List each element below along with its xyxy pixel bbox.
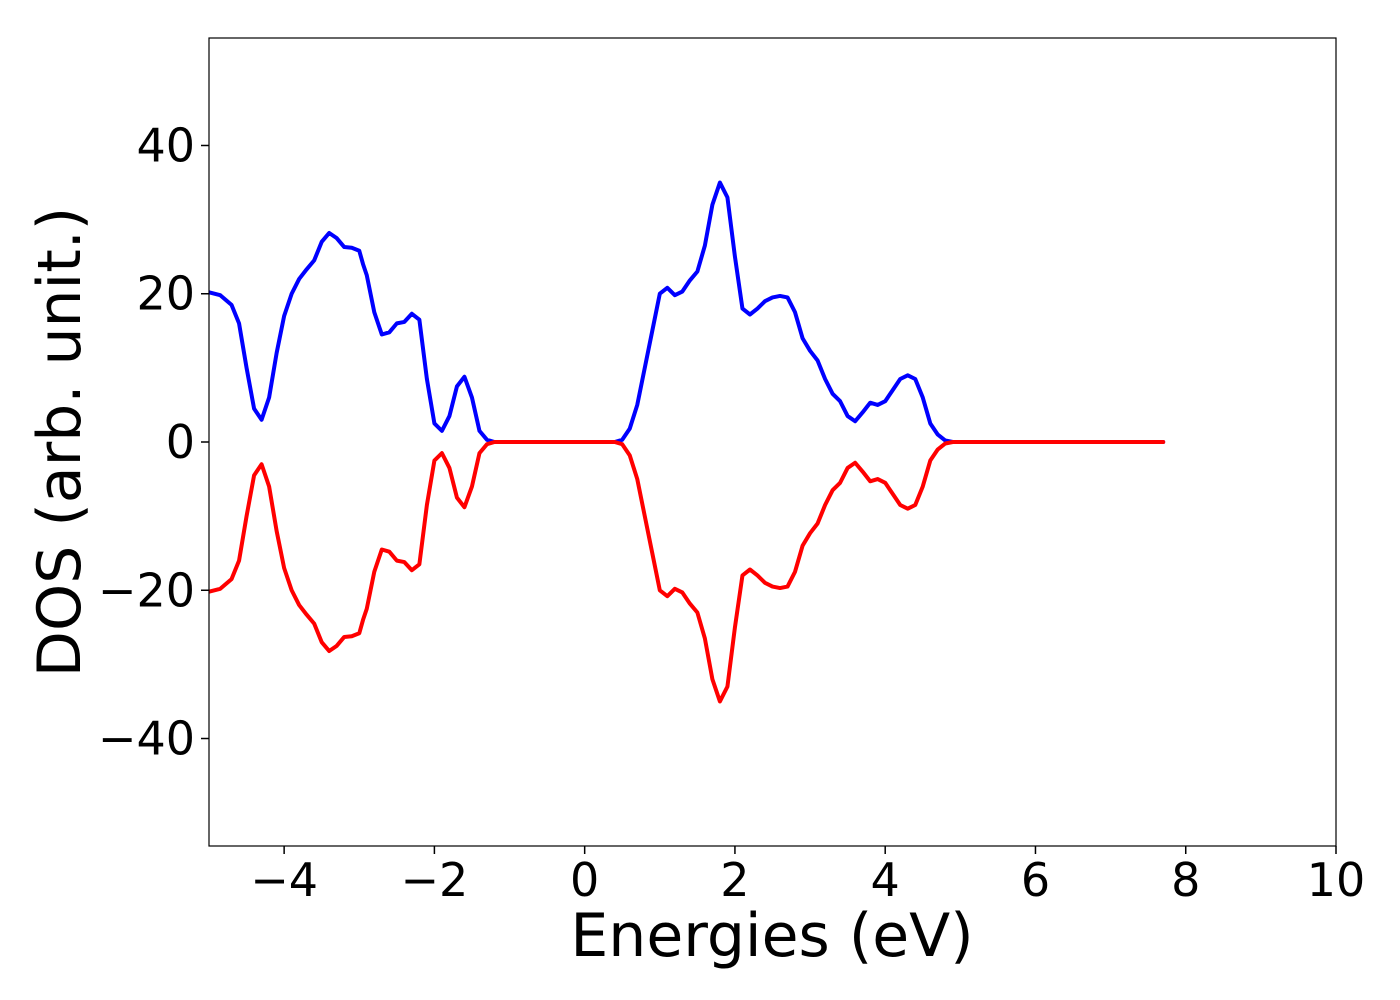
y-tick-label: −20 — [98, 563, 195, 617]
x-tick-label: 2 — [720, 853, 749, 907]
x-tick-label: 8 — [1171, 853, 1200, 907]
x-tick-label: 6 — [1021, 853, 1050, 907]
y-axis: 40 20 0 −20 −40 — [98, 118, 209, 766]
series-layer — [209, 180, 1166, 704]
plot-frame — [208, 37, 1337, 847]
series-line-1 — [209, 440, 1166, 704]
y-axis-title: DOS (arb. unit.) — [25, 207, 95, 677]
x-tick-label: 0 — [570, 853, 599, 907]
x-axis-title: Energies (eV) — [570, 901, 973, 971]
x-tick-label: −4 — [250, 853, 318, 907]
y-tick-label: 40 — [136, 118, 195, 172]
y-tick-label: 20 — [136, 267, 195, 321]
x-tick-label: −2 — [400, 853, 468, 907]
x-axis: −4 −2 0 2 4 6 8 10 — [250, 846, 1365, 907]
y-tick-label: 0 — [166, 415, 195, 469]
y-tick-label: −40 — [98, 712, 195, 766]
x-tick-label: 10 — [1307, 853, 1366, 907]
x-tick-label: 4 — [871, 853, 900, 907]
series-line-0 — [209, 180, 1166, 444]
